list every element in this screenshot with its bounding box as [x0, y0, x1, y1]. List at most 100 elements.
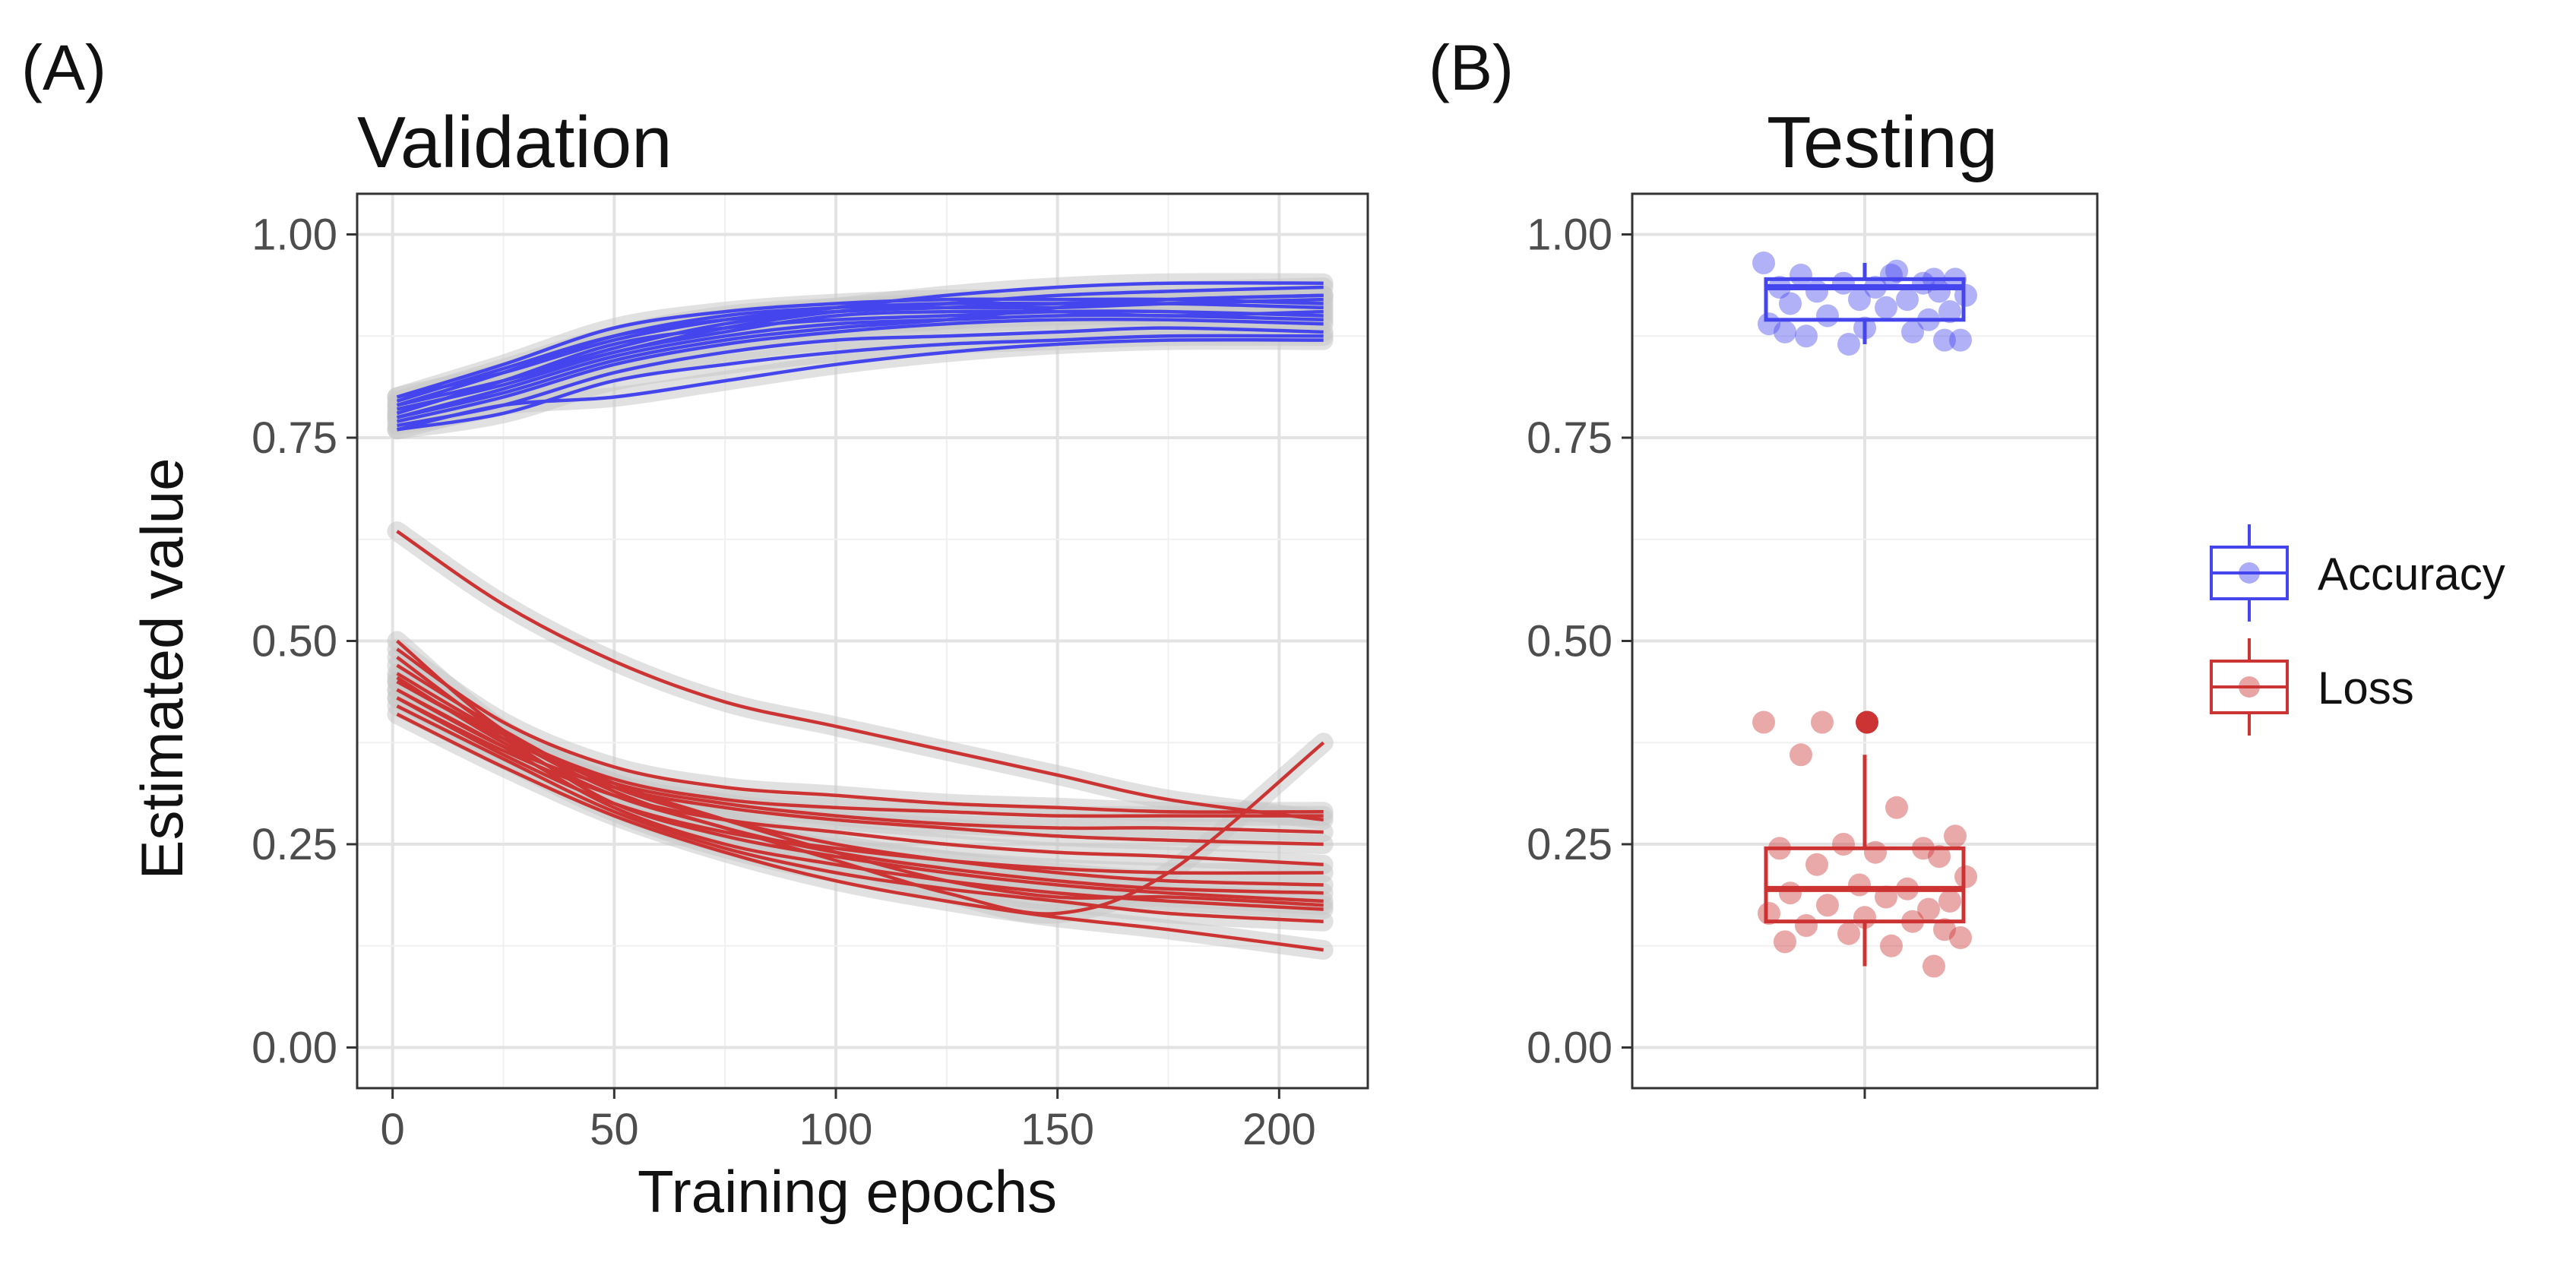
y-axis-title: Estimated value — [128, 458, 195, 880]
accuracy-point — [1885, 259, 1908, 283]
loss-point — [1805, 853, 1828, 876]
y-tick-label: 0.75 — [1527, 413, 1612, 463]
accuracy-point — [1896, 288, 1919, 312]
y-tick-label: 0.00 — [252, 1024, 337, 1073]
loss-point — [1880, 934, 1903, 957]
accuracy-series-line — [397, 309, 1324, 411]
legend-key-point — [2239, 676, 2260, 698]
loss-point — [1923, 954, 1945, 978]
loss-point — [1928, 845, 1951, 869]
loss-series-line — [396, 639, 1324, 907]
accuracy-point — [1880, 264, 1903, 286]
loss-series-line — [396, 712, 1324, 952]
accuracy-point — [1938, 300, 1961, 324]
loss-series-line — [396, 704, 1324, 923]
loss-point — [1816, 894, 1839, 917]
legend: Accuracy Loss — [2210, 524, 2505, 736]
accuracy-point — [1944, 267, 1967, 291]
testing-title: Testing — [1767, 102, 1998, 183]
x-tick-label: 200 — [1242, 1105, 1316, 1154]
loss-series-line — [396, 647, 1324, 814]
loss-point — [1954, 865, 1977, 888]
loss-point — [1837, 922, 1860, 945]
accuracy-point — [1864, 276, 1887, 299]
accuracy-point — [1758, 312, 1780, 336]
accuracy-point — [1912, 271, 1935, 295]
panel-label-a: (A) — [21, 32, 106, 103]
legend-label-accuracy: Accuracy — [2318, 549, 2505, 600]
loss-point — [1795, 914, 1818, 937]
accuracy-point — [1875, 296, 1897, 319]
y-tick-label: 1.00 — [252, 210, 337, 260]
accuracy-point — [1928, 280, 1951, 303]
loss-point — [1901, 910, 1924, 933]
loss-point — [1853, 906, 1876, 929]
validation-series-lines — [396, 281, 1325, 952]
accuracy-point — [1853, 316, 1876, 340]
loss-point — [1875, 885, 1897, 909]
loss-point — [1768, 837, 1791, 860]
x-tick-label: 0 — [381, 1105, 405, 1154]
loss-point — [1933, 918, 1956, 941]
y-tick-label: 0.50 — [252, 617, 337, 666]
loss-series-line — [396, 688, 1324, 911]
loss-series-line — [396, 696, 1324, 875]
accuracy-point — [1933, 328, 1956, 352]
loss-point — [1917, 897, 1940, 921]
y-tick-label: 0.25 — [252, 820, 337, 869]
accuracy-series-line — [397, 317, 1324, 423]
loss-box — [1764, 846, 1966, 924]
accuracy-point — [1832, 271, 1855, 295]
accuracy-point — [1917, 308, 1940, 331]
y-tick-label: 0.25 — [1527, 820, 1612, 869]
loss-point — [1811, 710, 1834, 734]
y-tick-label: 0.50 — [1527, 617, 1612, 666]
legend-key-point — [2239, 562, 2260, 584]
accuracy-point — [1816, 304, 1839, 328]
testing-points — [1752, 252, 1977, 978]
validation-axis-ticks: 0 50 100 150 200 0.00 0.25 0.50 0.75 1.00 — [252, 210, 1316, 1155]
accuracy-series-line — [397, 337, 1324, 432]
accuracy-point — [1848, 288, 1871, 312]
x-axis-title: Training epochs — [638, 1158, 1057, 1225]
loss-point — [1752, 710, 1775, 734]
loss-point — [1912, 837, 1935, 860]
accuracy-point — [1795, 324, 1818, 348]
accuracy-point — [1901, 320, 1924, 343]
loss-point — [1864, 840, 1887, 864]
accuracy-point — [1954, 283, 1977, 307]
loss-point — [1779, 881, 1802, 905]
accuracy-series-line — [396, 309, 1324, 416]
loss-point — [1896, 877, 1919, 900]
accuracy-series-line — [397, 326, 1324, 428]
panel-label-b: (B) — [1429, 32, 1514, 103]
accuracy-point — [1923, 267, 1945, 291]
y-tick-label: 0.75 — [252, 413, 337, 463]
accuracy-point — [1790, 264, 1812, 286]
loss-series-line — [396, 530, 1324, 822]
loss-point — [1774, 930, 1796, 954]
accuracy-series-line — [396, 293, 1324, 419]
accuracy-point — [1949, 328, 1972, 352]
testing-boxplots — [1764, 262, 1966, 967]
y-tick-label: 1.00 — [1527, 210, 1612, 260]
loss-point — [1938, 889, 1961, 913]
legend-label-loss: Loss — [2318, 663, 2414, 714]
x-tick-label: 50 — [590, 1105, 639, 1154]
loss-point — [1758, 902, 1780, 925]
accuracy-point — [1837, 333, 1860, 356]
loss-point — [1885, 796, 1908, 819]
accuracy-series-line — [396, 297, 1324, 403]
loss-point — [1832, 833, 1855, 856]
accuracy-point — [1768, 276, 1791, 299]
validation-title: Validation — [357, 102, 672, 183]
x-tick-label: 150 — [1021, 1105, 1094, 1154]
loss-point — [1949, 926, 1972, 949]
loss-point — [1790, 743, 1812, 767]
loss-point — [1944, 824, 1967, 848]
testing-axis-ticks: 0.00 0.25 0.50 0.75 1.00 — [1527, 210, 1866, 1099]
loss-outlier — [1856, 710, 1878, 734]
x-tick-label: 100 — [799, 1105, 873, 1154]
y-tick-label: 0.00 — [1527, 1024, 1612, 1073]
